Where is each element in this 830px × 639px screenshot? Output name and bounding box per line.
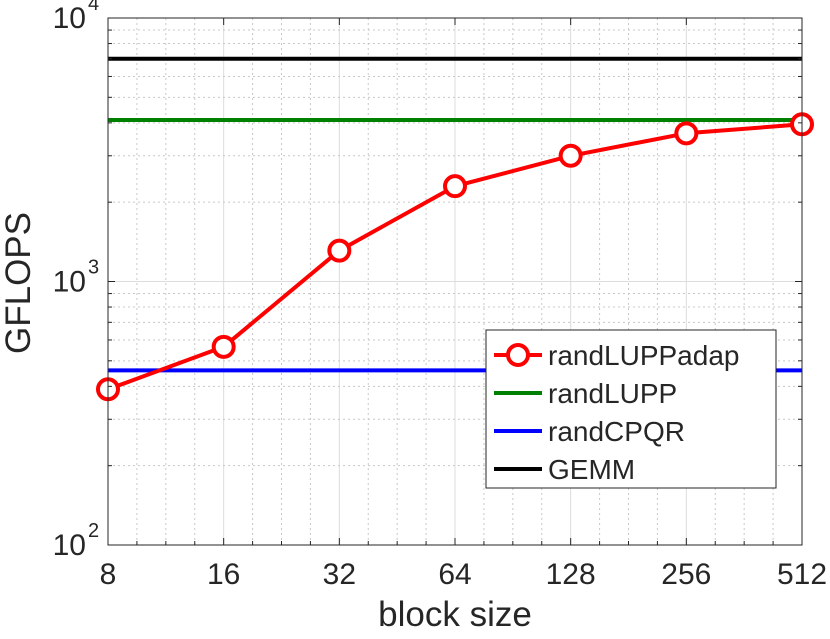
x-tick-label: 64: [438, 558, 471, 591]
data-point-randluppadap: [558, 143, 583, 168]
y-axis-label: GFLOPS: [0, 212, 38, 354]
y-tick-label: 10: [53, 529, 86, 562]
series-layer: [96, 56, 814, 402]
x-tick-label: 32: [323, 558, 356, 591]
data-point-randluppadap: [327, 238, 352, 263]
legend-label-gemm: GEMM: [548, 454, 635, 485]
legend: randLUPPadap randLUPP randCPQR GEMM: [485, 329, 777, 489]
x-tick-label: 8: [100, 558, 117, 591]
y-tick-label: 10: [53, 2, 86, 35]
x-tick-label: 128: [546, 558, 596, 591]
y-tick-exponent: 4: [88, 0, 99, 15]
x-tick-label: 512: [777, 558, 827, 591]
y-tick-label: 10: [53, 266, 86, 299]
grid: [107, 17, 803, 546]
legend-label-randcpqr: randCPQR: [548, 416, 685, 447]
y-tick-exponent: 2: [88, 520, 99, 542]
x-axis-label: block size: [378, 595, 532, 634]
data-point-randluppadap: [211, 334, 236, 359]
legend-label-randluppadap: randLUPPadap: [548, 340, 739, 371]
x-tick-label: 16: [207, 558, 240, 591]
data-point-randluppadap: [674, 121, 699, 146]
legend-marker-randluppadap: [506, 343, 530, 367]
x-tick-label: 256: [661, 558, 711, 591]
data-point-randluppadap: [443, 174, 467, 199]
legend-label-randlupp: randLUPP: [548, 378, 677, 409]
y-tick-exponent: 3: [88, 257, 99, 279]
